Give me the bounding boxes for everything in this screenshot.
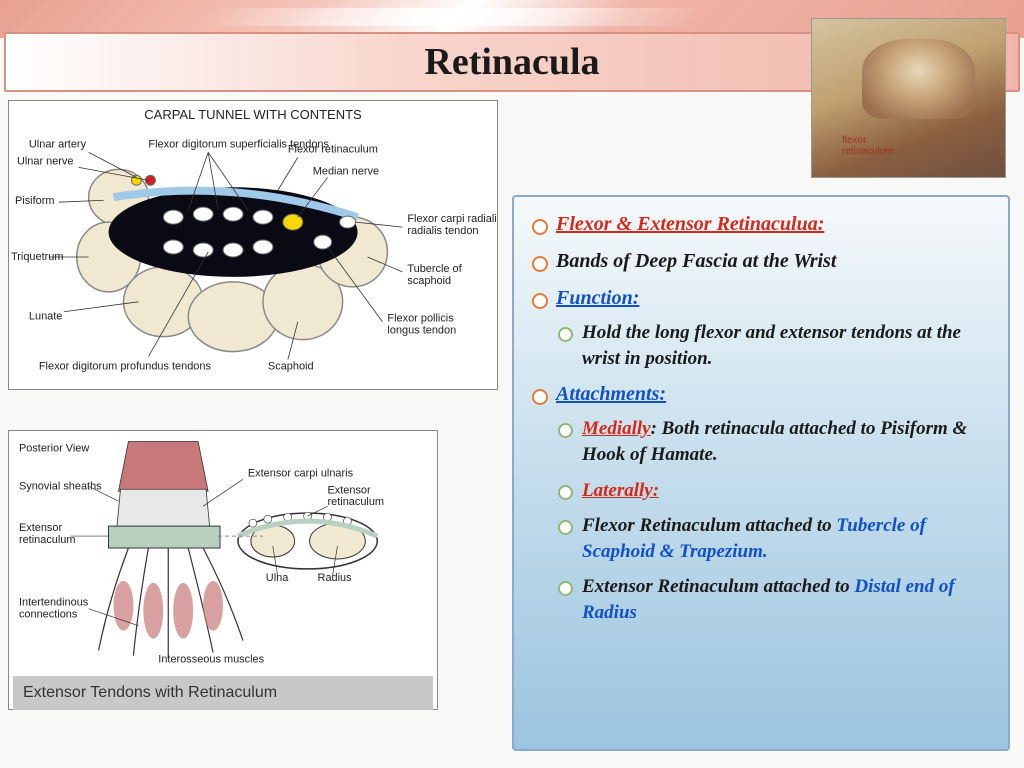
label-scaphoid: Scaphoid: [268, 361, 314, 373]
label-ulnar-nerve: Ulnar nerve: [17, 155, 74, 167]
label-pisiform: Pisiform: [15, 195, 55, 207]
svg-text:scaphoid: scaphoid: [407, 275, 451, 287]
carpal-diagram-title: CARPAL TUNNEL WITH CONTENTS: [9, 107, 497, 122]
heading-retinaculua: Flexor & Extensor Retinaculua:: [530, 211, 992, 238]
label-ext-ret: Extensor: [19, 522, 63, 534]
attach-flexor: Flexor Retinaculum attached to Tubercle …: [556, 513, 992, 564]
label-flexor-retinaculum: Flexor retinaculum: [288, 143, 378, 155]
extensor-diagram: Posterior View Synovial sheaths Extensor…: [8, 430, 438, 710]
line-bands: Bands of Deep Fascia at the Wrist: [530, 248, 992, 275]
heading-function: Function: Hold the long flexor and exten…: [530, 285, 992, 371]
label-posterior: Posterior View: [19, 442, 89, 454]
dissection-photo: flexorretinaculum: [811, 18, 1006, 178]
label-lunate: Lunate: [29, 311, 62, 323]
extensor-caption: Extensor Tendons with Retinaculum: [13, 676, 433, 710]
label-median-nerve: Median nerve: [313, 165, 379, 177]
carpal-svg: Ulnar artery Ulnar nerve Pisiform Trique…: [9, 122, 497, 382]
carpal-tunnel-diagram: CARPAL TUNNEL WITH CONTENTS: [8, 100, 498, 390]
label-radius: Radius: [318, 572, 353, 584]
svg-text:retinaculum: retinaculum: [328, 496, 385, 508]
content-panel: Flexor & Extensor Retinaculua: Bands of …: [512, 195, 1010, 751]
svg-text:connections: connections: [19, 609, 78, 621]
label-ext-ret2: Extensor: [328, 484, 372, 496]
heading-attachments: Attachments: Medially: Both retinacula a…: [530, 381, 992, 625]
extensor-svg: Posterior View Synovial sheaths Extensor…: [9, 431, 437, 671]
attach-medially: Medially: Both retinacula attached to Pi…: [556, 416, 992, 467]
label-fdp: Flexor digitorum profundus tendons: [39, 361, 212, 373]
attach-laterally: Laterally:: [556, 478, 992, 504]
label-triquetrum: Triquetrum: [11, 251, 63, 263]
svg-text:longus tendon: longus tendon: [387, 325, 456, 337]
label-tubercle: Tubercle of: [407, 263, 462, 275]
label-synovial: Synovial sheaths: [19, 480, 102, 492]
label-fcr: Flexor carpi radialis tendon: [407, 213, 497, 225]
svg-text:retinaculum: retinaculum: [19, 534, 76, 546]
photo-label: flexorretinaculum: [842, 135, 894, 157]
label-ecu: Extensor carpi ulnaris: [248, 467, 354, 479]
svg-text:radialis tendon: radialis tendon: [407, 225, 478, 237]
label-ulnar-artery: Ulnar artery: [29, 138, 87, 150]
label-fpl: Flexor pollicis: [387, 313, 454, 325]
slide-title: Retinacula: [424, 40, 599, 84]
label-interosseous: Interosseous muscles: [158, 653, 264, 665]
function-text: Hold the long flexor and extensor tendon…: [556, 320, 992, 371]
label-intertend: Intertendinous: [19, 597, 89, 609]
attach-extensor: Extensor Retinaculum attached to Distal …: [556, 574, 992, 625]
